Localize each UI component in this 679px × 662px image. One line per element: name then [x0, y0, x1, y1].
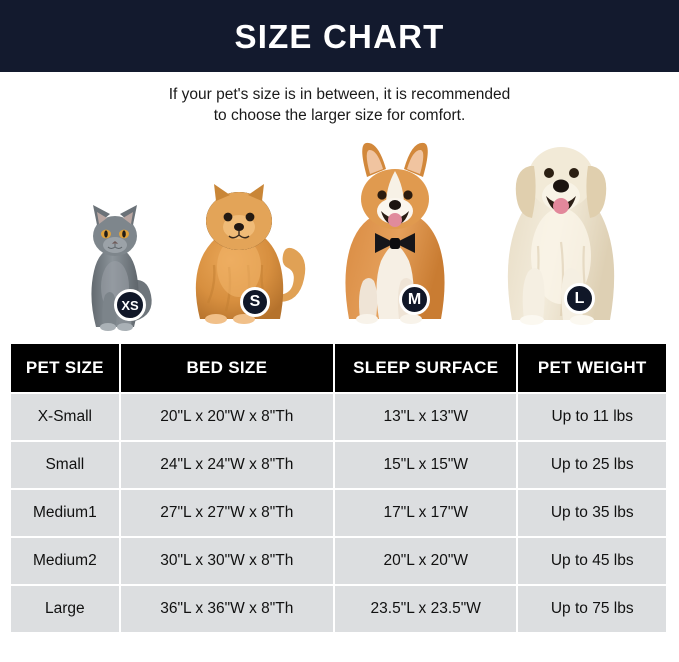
cell-pet-weight: Up to 45 lbs — [518, 538, 666, 584]
cell-bed-size: 36"L x 36"W x 8"Th — [120, 586, 334, 632]
column-header-sleep-surface: SLEEP SURFACE — [335, 344, 517, 392]
size-badge-xs: XS — [114, 289, 146, 321]
cell-pet-size: Medium2 — [11, 538, 119, 584]
pet-illustrations: XS — [0, 110, 679, 335]
cell-pet-weight: Up to 11 lbs — [518, 394, 666, 440]
table-row: Medium1 27"L x 27"W x 8"Th 17"L x 17"W U… — [11, 490, 666, 536]
pet-image-s: S — [182, 171, 310, 331]
cell-pet-weight: Up to 75 lbs — [518, 586, 666, 632]
cell-bed-size: 30"L x 30"W x 8"Th — [120, 538, 334, 584]
cell-pet-size: Small — [11, 442, 119, 488]
cell-pet-weight: Up to 35 lbs — [518, 490, 666, 536]
cell-pet-size: Medium1 — [11, 490, 119, 536]
table-row: Small 24"L x 24"W x 8"Th 15"L x 15"W Up … — [11, 442, 666, 488]
subtitle-line-1: If your pet's size is in between, it is … — [168, 86, 511, 103]
cell-sleep-surface: 15"L x 15"W — [335, 442, 517, 488]
table-row: Large 36"L x 36"W x 8"Th 23.5"L x 23.5"W… — [11, 586, 666, 632]
golden-retriever-dog-icon — [507, 147, 615, 325]
cell-sleep-surface: 17"L x 17"W — [335, 490, 517, 536]
cell-pet-size: Large — [11, 586, 119, 632]
table-header-row: PET SIZE BED SIZE SLEEP SURFACE PET WEIG… — [11, 344, 666, 392]
cell-sleep-surface: 13"L x 13"W — [335, 394, 517, 440]
size-badge-s: S — [240, 287, 270, 317]
pet-image-l: L — [490, 116, 632, 331]
cell-sleep-surface: 20"L x 20"W — [335, 538, 517, 584]
column-header-pet-weight: PET WEIGHT — [518, 344, 666, 392]
size-chart-table: PET SIZE BED SIZE SLEEP SURFACE PET WEIG… — [11, 344, 666, 634]
subtitle-line-2: to choose the larger size for comfort. — [213, 107, 466, 124]
column-header-pet-size: PET SIZE — [11, 344, 119, 392]
pet-image-m: M — [327, 141, 463, 331]
header-banner: SIZE CHART — [0, 0, 679, 72]
column-header-bed-size: BED SIZE — [120, 344, 334, 392]
size-badge-l: L — [564, 283, 595, 314]
cell-sleep-surface: 23.5"L x 23.5"W — [335, 586, 517, 632]
cell-bed-size: 24"L x 24"W x 8"Th — [120, 442, 334, 488]
table-row: Medium2 30"L x 30"W x 8"Th 20"L x 20"W U… — [11, 538, 666, 584]
size-badge-m: M — [399, 284, 430, 315]
page-title: SIZE CHART — [234, 17, 445, 55]
cell-pet-weight: Up to 25 lbs — [518, 442, 666, 488]
subtitle-note: If your pet's size is in between, it is … — [0, 84, 679, 126]
corgi-dog-icon — [345, 142, 445, 324]
cell-bed-size: 20"L x 20"W x 8"Th — [120, 394, 334, 440]
pet-image-xs: XS — [72, 191, 158, 331]
table-row: X-Small 20"L x 20"W x 8"Th 13"L x 13"W U… — [11, 394, 666, 440]
cell-bed-size: 27"L x 27"W x 8"Th — [120, 490, 334, 536]
cell-pet-size: X-Small — [11, 394, 119, 440]
